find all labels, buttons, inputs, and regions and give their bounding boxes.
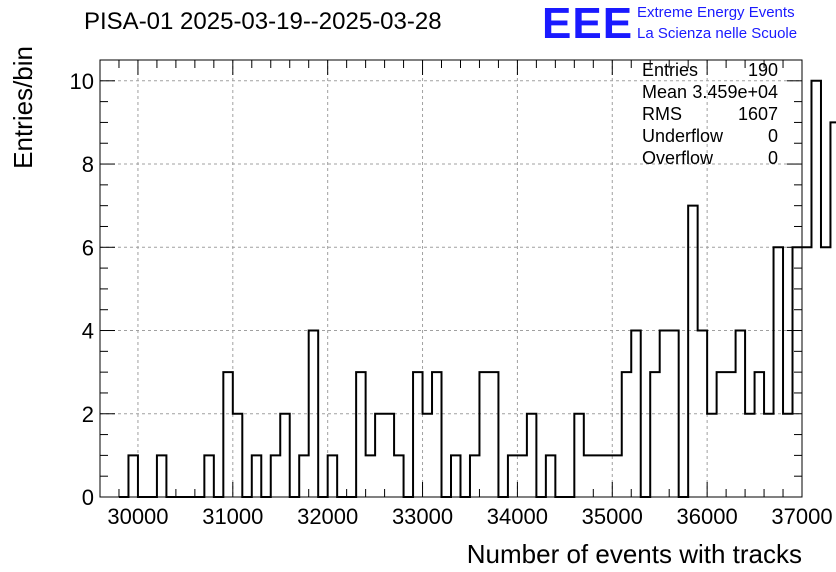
histogram-bin (811, 81, 820, 497)
histogram-bin (707, 414, 716, 497)
y-tick-label: 4 (82, 319, 94, 344)
histogram-bin (821, 247, 830, 497)
stats-row-entries: Entries 190 (642, 60, 778, 82)
x-tick-label: 30000 (107, 504, 168, 529)
histogram-bin (423, 414, 432, 497)
stats-row-mean: Mean 3.459e+04 (642, 82, 778, 104)
histogram-bin (622, 372, 631, 497)
histogram-bin (252, 455, 261, 497)
histogram-bin (385, 414, 394, 497)
stat-value: 0 (767, 148, 778, 168)
histogram-bin (783, 414, 792, 497)
histogram-bin (593, 455, 602, 497)
stat-value: 3.459e+04 (692, 82, 778, 102)
y-tick-label: 10 (70, 69, 94, 94)
logo-line-1: Extreme Energy Events (637, 4, 795, 21)
histogram-bin (527, 414, 536, 497)
histogram-bin (470, 455, 479, 497)
histogram-bin (432, 372, 441, 497)
stat-key: Entries (642, 60, 699, 80)
eee-logo: EEE (542, 0, 634, 48)
x-tick-label: 37000 (771, 504, 832, 529)
stat-value: 190 (747, 60, 778, 80)
histogram-bin (726, 372, 735, 497)
histogram-bin (451, 455, 460, 497)
x-tick-label: 32000 (297, 504, 358, 529)
y-tick-label: 2 (82, 402, 94, 427)
histogram-bin (328, 455, 337, 497)
histogram-bin (128, 455, 137, 497)
stats-row-rms: RMS 1607 (642, 104, 778, 126)
histogram-bin (394, 455, 403, 497)
histogram-bin (584, 455, 593, 497)
x-tick-label: 33000 (392, 504, 453, 529)
histogram-bin (755, 372, 764, 497)
histogram-bin (546, 455, 555, 497)
histogram-bin (745, 414, 754, 497)
histogram-bin (204, 455, 213, 497)
chart-title: PISA-01 2025-03-19--2025-03-28 (84, 8, 442, 35)
x-tick-label: 35000 (582, 504, 643, 529)
histogram-bin (375, 414, 384, 497)
histogram-bin (717, 372, 726, 497)
y-tick-label: 0 (82, 485, 94, 510)
y-tick-label: 8 (82, 152, 94, 177)
histogram-bin (688, 206, 697, 497)
stat-key: RMS (642, 104, 682, 124)
histogram-bin (233, 414, 242, 497)
x-tick-label: 36000 (677, 504, 738, 529)
stat-value: 1607 (737, 104, 778, 124)
histogram-bin (802, 247, 811, 497)
logo-line-2: La Scienza nelle Scuole (637, 25, 798, 42)
stat-value: 0 (767, 126, 778, 146)
histogram-bin (271, 455, 280, 497)
histogram-bin (413, 372, 422, 497)
histogram-bin (612, 455, 621, 497)
histogram-bin (650, 372, 659, 497)
histogram-bin (366, 455, 375, 497)
histogram-bin (356, 372, 365, 497)
x-axis-label: Number of events with tracks (467, 539, 802, 569)
stats-row-overflow: Overflow 0 (642, 148, 778, 170)
stat-key: Overflow (642, 148, 714, 168)
histogram-series (118, 79, 836, 498)
histogram-bin (479, 372, 488, 497)
histogram-bin (223, 372, 232, 497)
stats-row-underflow: Underflow 0 (642, 126, 778, 148)
histogram-bin (280, 414, 289, 497)
x-tick-label: 31000 (202, 504, 263, 529)
stat-key: Mean (642, 82, 688, 102)
x-tick-label: 34000 (487, 504, 548, 529)
histogram-bin (517, 455, 526, 497)
histogram-bin (603, 455, 612, 497)
histogram-bin (508, 455, 517, 497)
histogram-bin (157, 455, 166, 497)
y-tick-label: 6 (82, 235, 94, 260)
histogram-bin (774, 247, 783, 497)
histogram-bin (764, 414, 773, 497)
y-axis-label: Entries/bin (8, 46, 38, 169)
stat-key: Underflow (642, 126, 724, 146)
histogram-bin (489, 372, 498, 497)
histogram-bin (299, 455, 308, 497)
histogram-bin (574, 414, 583, 497)
